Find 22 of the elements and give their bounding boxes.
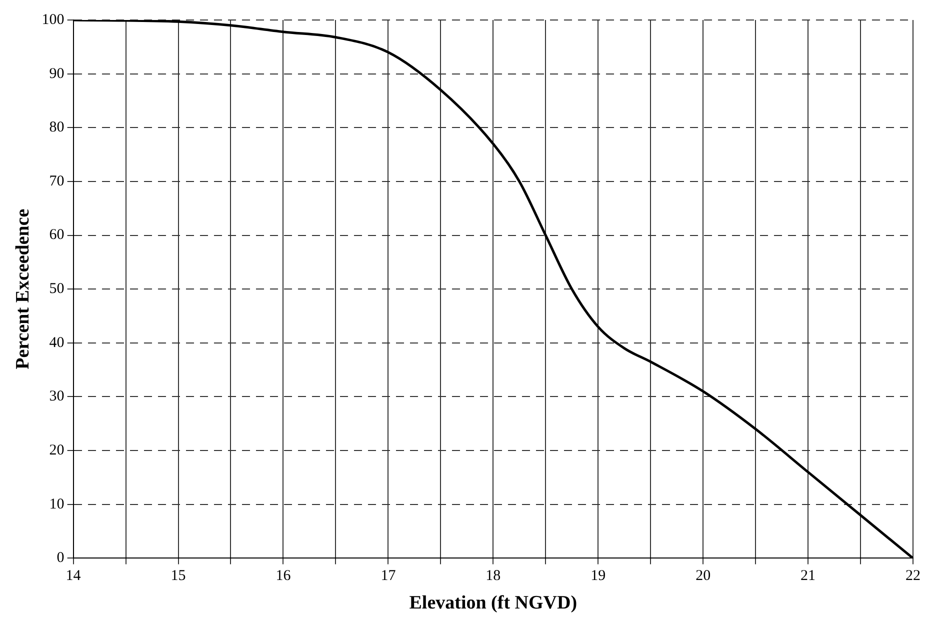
x-axis-title: Elevation (ft NGVD) xyxy=(409,592,578,614)
y-tick-label: 10 xyxy=(49,496,64,512)
x-tick-label: 22 xyxy=(906,568,920,584)
y-tick-label: 90 xyxy=(49,66,64,82)
y-tick-label: 80 xyxy=(49,120,64,136)
x-tick-label: 20 xyxy=(696,568,711,584)
x-tick-label: 19 xyxy=(590,568,606,584)
y-tick-label: 0 xyxy=(56,550,64,566)
x-tick-label: 21 xyxy=(800,568,816,584)
x-tick-label: 14 xyxy=(66,568,82,584)
y-tick-label: 40 xyxy=(49,334,64,351)
y-axis-title: Percent Exceedence xyxy=(12,208,34,370)
y-tick-label: 70 xyxy=(49,173,64,190)
y-tick-label: 50 xyxy=(49,281,64,298)
y-tick-label: 30 xyxy=(49,388,64,405)
x-tick-label: 17 xyxy=(380,568,396,584)
x-tick-label: 16 xyxy=(276,568,292,584)
x-tick-label: 15 xyxy=(170,568,186,584)
x-tick-label: 18 xyxy=(486,568,501,584)
y-tick-label: 100 xyxy=(42,12,64,28)
y-tick-label: 20 xyxy=(49,442,64,458)
y-tick-label: 60 xyxy=(49,227,64,244)
